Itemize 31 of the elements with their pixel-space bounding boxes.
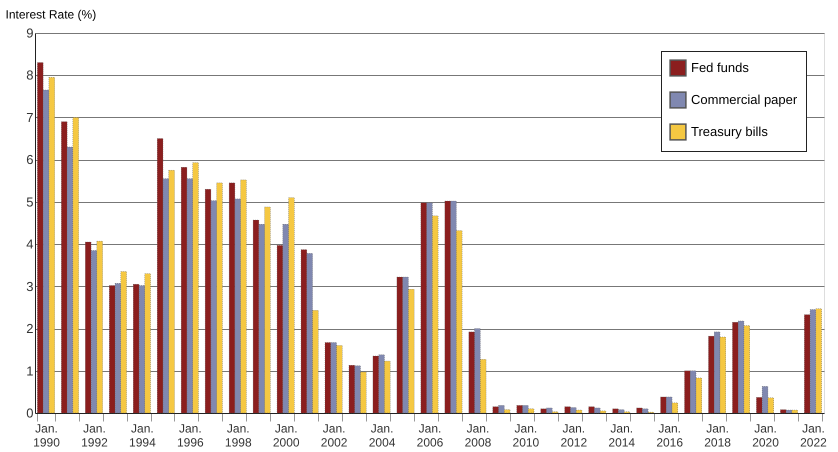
x-tick-label: Jan. 2018: [704, 422, 732, 450]
x-tick-label: Jan. 2000: [272, 422, 300, 450]
legend-label: Fed funds: [691, 60, 750, 75]
y-tick-label: 4: [26, 236, 34, 252]
x-tick-label: Jan. 2002: [320, 422, 348, 450]
x-tick-label: Jan. 2022: [800, 422, 828, 450]
x-tick-label: Jan. 1992: [81, 422, 108, 450]
legend-label: Treasury bills: [691, 124, 768, 139]
y-tick-label: 1: [26, 363, 34, 378]
x-tick-label: Jan. 1990: [33, 422, 60, 450]
x-tick-label: Jan. 2008: [464, 422, 492, 450]
x-tick-label: Jan. 2020: [752, 422, 780, 450]
x-tick-label: Jan. 1994: [129, 422, 156, 450]
x-tick-label: Jan. 2016: [656, 422, 684, 450]
x-tick-label: Jan. 2014: [608, 422, 636, 450]
x-tick-label: Jan. 2012: [560, 422, 588, 450]
x-tick-label: Jan. 2004: [368, 422, 396, 450]
x-tick-label: Jan. 1998: [224, 422, 252, 450]
y-tick-label: 3: [26, 278, 34, 294]
x-tick-label: Jan. 2010: [512, 422, 540, 450]
x-tick-label: Jan. 2006: [416, 422, 444, 450]
y-tick-label: 8: [26, 68, 34, 83]
y-tick-label: 7: [26, 110, 34, 125]
y-axis-title: Interest Rate (%): [6, 8, 96, 22]
y-tick-label: 2: [26, 321, 34, 336]
legend-label: Commercial paper: [691, 92, 798, 107]
y-tick-label: 9: [26, 26, 34, 40]
y-tick-label: 5: [26, 194, 34, 210]
y-tick-label: 0: [26, 406, 34, 420]
x-tick-label: Jan. 1996: [176, 422, 204, 450]
y-tick-label: 6: [26, 152, 34, 168]
